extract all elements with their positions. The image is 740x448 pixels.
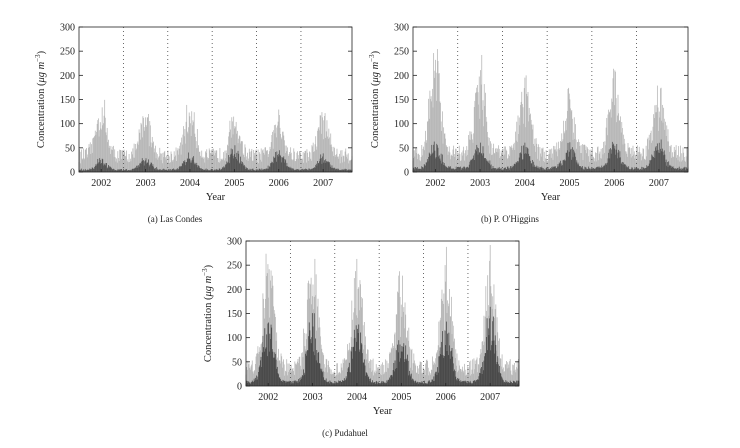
y-tick-label: 100 [60,119,75,130]
y-tick-label: 50 [399,143,409,154]
y-tick-label: 100 [394,119,409,130]
series-0 [412,49,689,172]
panel-caption: (c) Pudahuel [322,428,368,438]
y-tick-label: 150 [227,309,242,320]
y-tick-label: 200 [60,71,75,82]
y-tick-label: 150 [60,95,75,106]
x-tick-label: 2002 [258,392,278,403]
panel-caption: (a) Las Condes [148,214,203,224]
panel-las-condes: 0 50 100 150 200 250 300 2002 2003 2004 2005 2006 20… [34,23,353,224]
y-tick-label: 50 [65,143,75,154]
x-tick-label: 2003 [136,178,156,189]
y-tick-label: 250 [60,47,75,58]
x-tick-label: 2004 [515,178,535,189]
x-tick-label: 2005 [224,178,244,189]
y-tick-label: 200 [227,285,242,296]
y-tick-label: 200 [394,71,409,82]
series-0 [78,99,353,172]
x-tick-label: 2006 [269,178,289,189]
x-axis-title: Year [206,192,226,203]
y-tick-label: 0 [70,168,75,179]
y-tick-label: 300 [227,237,242,248]
series-1 [245,306,520,386]
y-tick-label: 0 [404,168,409,179]
y-axis-title: Concentration (μg m−3) [34,50,47,148]
series-0 [245,244,520,386]
y-axis-title: Concentration (μg m−3) [368,50,381,148]
panel-pudahuel: 0 50 100 150 200 250 300 2002 2003 2004 2005 2006 20… [201,237,520,438]
series-1 [412,139,689,172]
x-tick-label: 2003 [303,392,323,403]
x-tick-label: 2007 [313,178,333,189]
x-tick-label: 2004 [347,392,367,403]
y-tick-label: 150 [394,95,409,106]
x-axis-title: Year [373,406,393,417]
panel-caption: (b) P. O'Higgins [481,214,539,224]
x-tick-label: 2005 [560,178,580,189]
y-tick-label: 300 [60,23,75,34]
x-tick-label: 2002 [425,178,445,189]
x-axis-title: Year [541,192,561,203]
y-tick-label: 300 [394,23,409,34]
y-tick-label: 100 [227,333,242,344]
x-tick-label: 2002 [91,178,111,189]
x-tick-label: 2006 [436,392,456,403]
panel-p-ohiggins: 0 50 100 150 200 250 300 2002 2003 2004 2005 2006 20… [368,23,689,224]
x-tick-label: 2003 [470,178,490,189]
x-tick-label: 2006 [604,178,624,189]
y-tick-label: 250 [394,47,409,58]
x-tick-label: 2005 [391,392,411,403]
y-tick-label: 250 [227,261,242,272]
x-tick-label: 2004 [180,178,200,189]
y-axis-title: Concentration (μg m−3) [201,264,214,362]
y-tick-label: 50 [232,357,242,368]
x-tick-label: 2007 [649,178,669,189]
y-tick-label: 0 [237,382,242,393]
x-tick-label: 2007 [480,392,500,403]
